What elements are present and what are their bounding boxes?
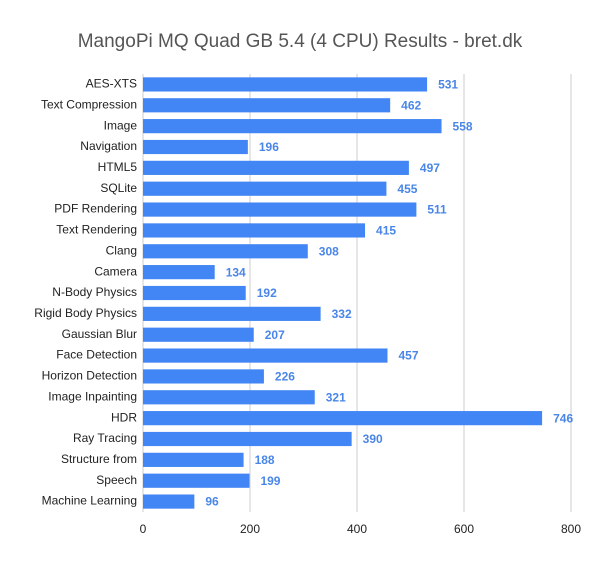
- bar: [143, 265, 215, 280]
- y-tick-label: Navigation: [80, 139, 137, 153]
- y-tick-label: Image: [104, 118, 138, 132]
- value-label: 497: [420, 161, 440, 175]
- x-tick-label: 600: [454, 522, 474, 536]
- value-label: 455: [397, 182, 417, 196]
- value-label: 531: [438, 78, 458, 92]
- bar: [143, 348, 388, 363]
- value-label: 226: [275, 370, 295, 384]
- bar: [143, 139, 248, 155]
- bar: [143, 369, 264, 384]
- value-label: 415: [376, 224, 396, 238]
- value-label: 390: [363, 432, 383, 446]
- value-label: 462: [401, 98, 421, 112]
- value-label: 188: [255, 453, 275, 467]
- bar: [143, 223, 366, 238]
- bar: [143, 181, 387, 196]
- y-tick-label: HDR: [111, 410, 137, 424]
- y-tick-label: Camera: [94, 264, 137, 278]
- value-label: 196: [259, 140, 279, 154]
- bar: [143, 327, 254, 342]
- x-tick-label: 200: [240, 522, 260, 536]
- bar: [143, 306, 321, 321]
- value-label: 192: [257, 286, 277, 300]
- y-tick-label: Rigid Body Physics: [34, 306, 137, 320]
- bar: [143, 119, 442, 134]
- y-tick-label: Face Detection: [56, 348, 137, 362]
- value-label: 332: [332, 307, 352, 321]
- bar: [143, 77, 428, 92]
- y-tick-label: N-Body Physics: [52, 285, 137, 299]
- value-label: 308: [319, 244, 339, 258]
- bar: [143, 285, 246, 301]
- y-tick-label: Image Inpainting: [48, 389, 137, 403]
- y-tick-label: PDF Rendering: [54, 202, 137, 216]
- value-label: 457: [398, 349, 418, 363]
- value-label: 321: [326, 390, 346, 404]
- x-tick-label: 800: [561, 522, 581, 536]
- chart-title: MangoPi MQ Quad GB 5.4 (4 CPU) Results -…: [78, 31, 523, 52]
- bar: [143, 431, 352, 447]
- bar: [143, 411, 543, 426]
- value-label: 134: [226, 265, 246, 279]
- y-tick-label: SQLite: [100, 181, 137, 195]
- value-label: 746: [553, 411, 573, 425]
- y-tick-label: Horizon Detection: [42, 369, 137, 383]
- bar: [143, 244, 308, 259]
- value-label: 558: [453, 119, 473, 133]
- bar: [143, 452, 244, 467]
- y-tick-label: Ray Tracing: [73, 431, 137, 445]
- y-tick-label: Speech: [96, 473, 137, 487]
- x-tick-label: 400: [347, 522, 367, 536]
- y-tick-label: Text Compression: [41, 97, 137, 111]
- value-label: 96: [205, 495, 219, 509]
- bar: [143, 494, 195, 509]
- y-tick-label: Gaussian Blur: [62, 327, 137, 341]
- y-tick-label: Clang: [106, 243, 137, 257]
- value-label: 199: [260, 474, 280, 488]
- bar: [143, 98, 391, 113]
- y-tick-label: Machine Learning: [42, 494, 137, 508]
- value-label: 511: [427, 203, 447, 217]
- y-tick-label: AES-XTS: [86, 77, 137, 91]
- value-label: 207: [265, 328, 285, 342]
- bar: [143, 160, 409, 175]
- y-tick-label: HTML5: [98, 160, 138, 174]
- bar: [143, 202, 417, 217]
- x-tick-label: 0: [140, 522, 147, 536]
- bar: [143, 390, 315, 405]
- y-tick-label: Text Rendering: [56, 223, 137, 237]
- y-tick-label: Structure from: [61, 452, 137, 466]
- bar: [143, 473, 250, 488]
